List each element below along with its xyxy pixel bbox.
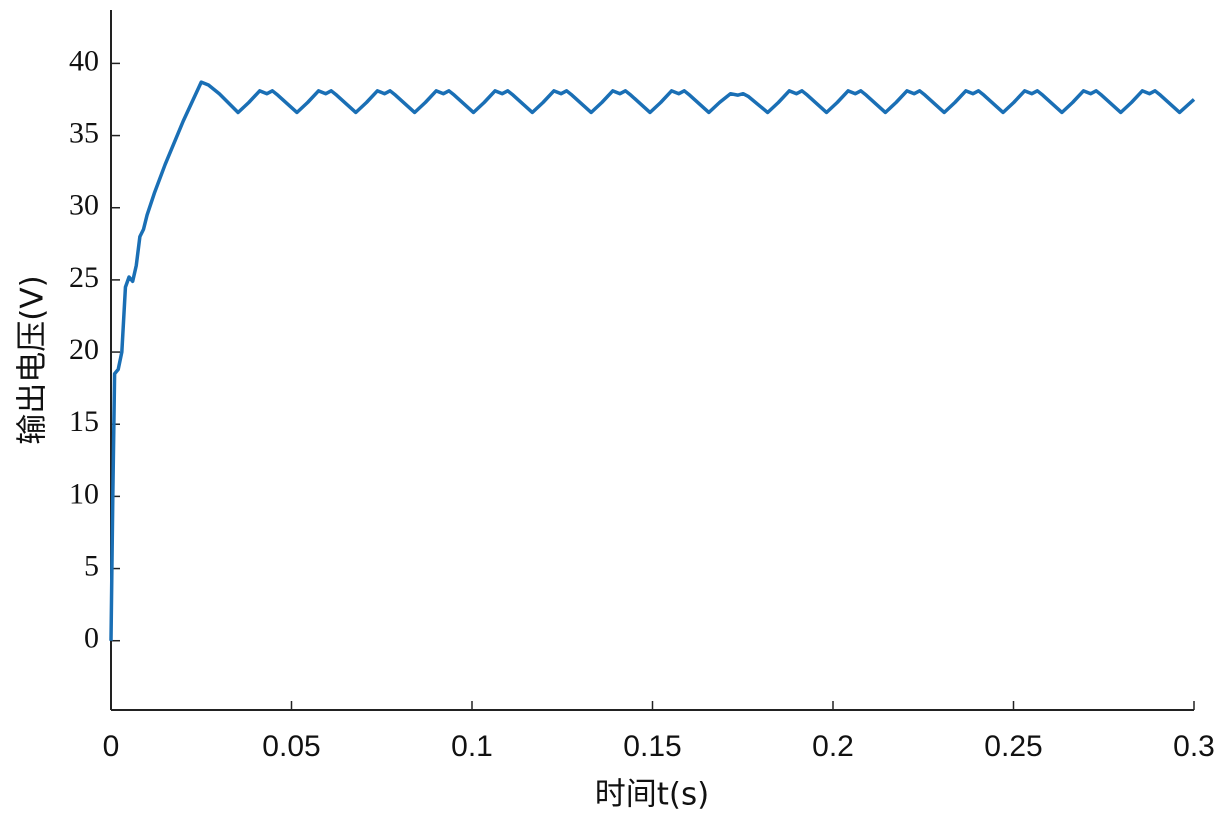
y-tick-label: 20 [69,333,99,366]
y-tick-label: 15 [69,405,99,438]
y-tick-label: 10 [69,477,99,510]
y-tick-label: 0 [84,622,99,655]
y-tick-label: 30 [69,189,99,222]
y-tick-label: 5 [84,549,99,582]
x-tick-label: 0 [103,730,120,763]
y-tick-label: 40 [69,44,99,77]
y-axis-label: 输出电压(V) [15,275,51,444]
x-tick-label: 0.25 [984,730,1042,763]
y-tick-label: 25 [69,261,99,294]
x-axis-label: 时间t(s) [595,777,710,813]
x-tick-label: 0.3 [1173,730,1215,763]
x-tick-label: 0.1 [451,730,493,763]
data-line [109,80,1196,641]
x-tick-label: 0.2 [812,730,854,763]
y-tick-label: 35 [69,116,99,149]
x-tick-label: 0.15 [623,730,681,763]
x-tick-label: 0.05 [262,730,320,763]
